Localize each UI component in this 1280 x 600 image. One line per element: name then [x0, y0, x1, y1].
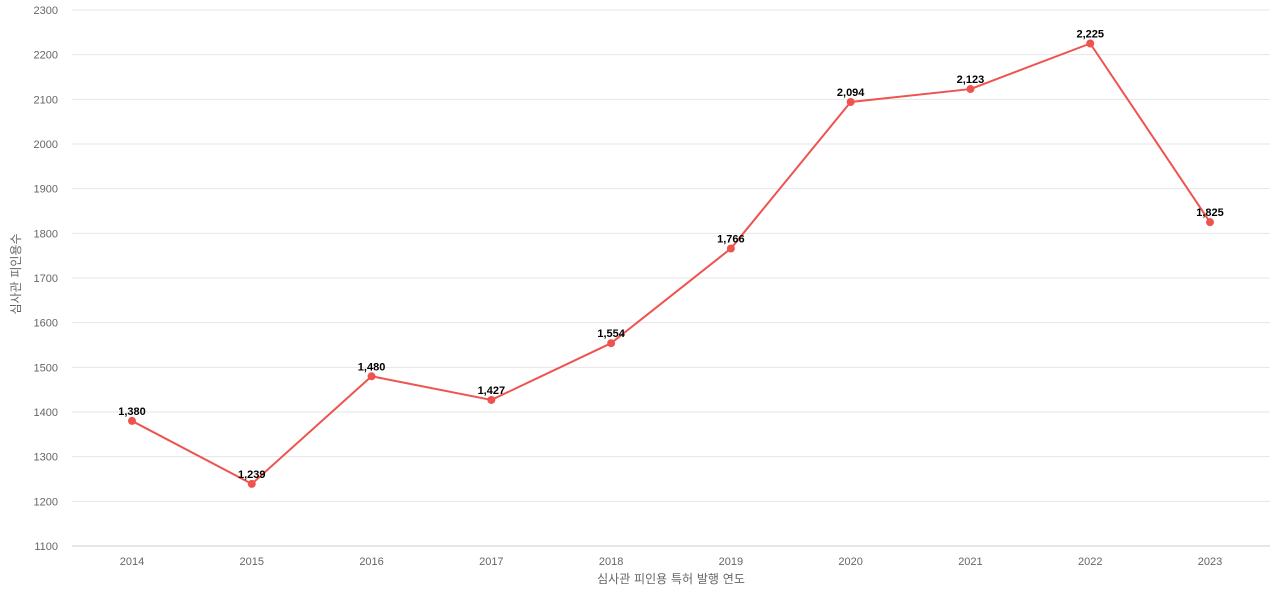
x-tick-label: 2018	[599, 556, 623, 568]
data-label: 1,554	[597, 328, 625, 340]
data-point[interactable]	[1086, 39, 1095, 48]
data-label: 1,427	[478, 385, 506, 397]
y-tick-label: 1100	[34, 541, 58, 553]
data-label: 2,225	[1076, 29, 1104, 41]
y-tick-label: 1900	[34, 184, 58, 196]
data-labels-layer: 1,380 1,239 1,480 1,427 1,554 1,766 2,094 2,123…	[118, 29, 1224, 481]
series-line	[131, 42, 1211, 485]
data-label: 2,123	[957, 74, 985, 86]
y-tick-label: 1200	[34, 496, 58, 508]
x-tick-label: 2016	[359, 556, 383, 568]
y-tick-label: 2300	[34, 5, 58, 17]
x-tick-label: 2021	[958, 556, 982, 568]
y-tick-label: 1600	[34, 318, 58, 330]
data-point[interactable]	[726, 244, 735, 253]
data-point[interactable]	[247, 479, 256, 488]
y-tick-label: 2000	[34, 139, 58, 151]
y-axis-title: 심사관 피인용수	[9, 233, 23, 314]
data-label: 1,766	[717, 234, 745, 246]
grid-layer	[72, 9, 1270, 502]
x-tick-label: 2020	[838, 556, 862, 568]
data-point[interactable]	[128, 416, 136, 425]
y-tick-label: 1700	[34, 273, 58, 285]
data-label: 1,825	[1196, 207, 1224, 219]
data-point[interactable]	[966, 85, 975, 94]
x-tick-label: 2023	[1198, 556, 1222, 568]
x-tick-label: 2017	[479, 556, 503, 568]
data-point[interactable]	[487, 395, 496, 404]
data-point[interactable]	[1206, 218, 1214, 227]
y-tick-label: 2200	[34, 50, 58, 62]
data-point[interactable]	[607, 339, 616, 348]
x-tick-label: 2014	[120, 556, 144, 568]
data-label: 2,094	[837, 87, 865, 99]
points-layer	[128, 39, 1214, 488]
data-point[interactable]	[846, 98, 855, 107]
series-layer	[131, 42, 1211, 485]
x-tick-label: 2019	[719, 556, 743, 568]
data-label: 1,239	[238, 469, 266, 481]
data-point[interactable]	[367, 372, 376, 381]
y-tick-label: 1500	[34, 362, 58, 374]
x-tick-label: 2022	[1078, 556, 1102, 568]
y-axis: 1100 1200 1300 1400 1500 1600 1700 1800 1900 2000…	[34, 5, 58, 553]
y-tick-label: 2100	[34, 94, 58, 106]
x-axis: 2014 2015 2016 2017 2018 2019 2020 2021 2022 2023	[120, 556, 1222, 568]
data-label: 1,480	[358, 361, 386, 373]
y-tick-label: 1800	[34, 228, 58, 240]
y-tick-label: 1300	[34, 452, 58, 464]
x-tick-label: 2015	[240, 556, 264, 568]
x-axis-title: 심사관 피인용 특허 발행 연도	[597, 571, 745, 586]
data-label: 1,380	[118, 406, 146, 418]
y-tick-label: 1400	[34, 407, 58, 419]
